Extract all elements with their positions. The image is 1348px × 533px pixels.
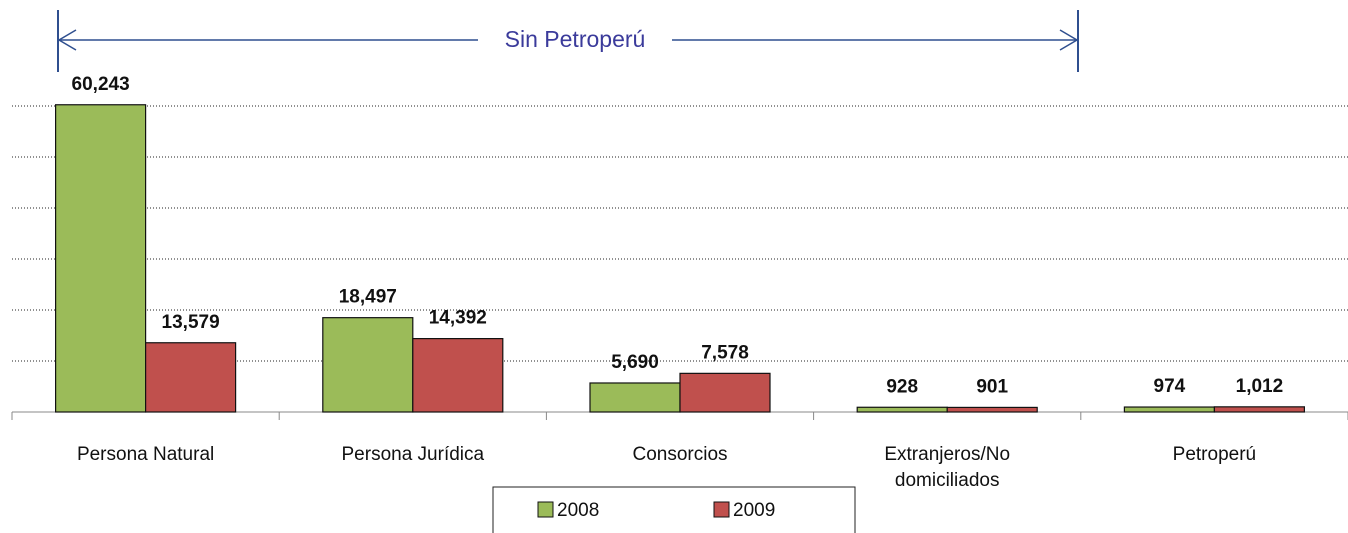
data-label: 18,497 [339,287,397,308]
data-label: 974 [1154,376,1186,397]
bar [679,372,771,413]
data-label: 13,579 [162,312,220,333]
legend-swatch [713,501,730,518]
legend-swatch [537,501,554,518]
data-label: 5,690 [611,352,659,373]
data-label: 7,578 [701,342,749,363]
data-label: 1,012 [1236,376,1284,397]
x-tick-label: Extranjeros/No domiciliados [884,444,1011,491]
data-label: 14,392 [429,308,487,329]
bar [589,382,681,413]
data-label: 901 [976,376,1008,397]
x-tick-label: Petroperú [1172,444,1257,465]
bar [54,104,147,413]
bar [946,406,1038,413]
bar [1213,406,1306,413]
annotation: Sin Petroperú [505,26,646,52]
data-label: 60,243 [72,74,130,95]
bar [412,338,504,413]
x-tick-label: Persona Jurídica [341,444,485,465]
bar [1123,406,1216,413]
bar [145,342,237,413]
legend-label: 2008 [557,500,599,521]
arrow-head [57,29,77,51]
x-tick-label: Consorcios [632,444,728,465]
bar [322,317,414,413]
annotation-bg [478,24,672,56]
arrow-head [1059,29,1079,51]
x-tick-label: Persona Natural [76,444,215,465]
bar [856,406,948,413]
data-label: 928 [886,376,918,397]
legend-label: 2009 [733,500,775,521]
